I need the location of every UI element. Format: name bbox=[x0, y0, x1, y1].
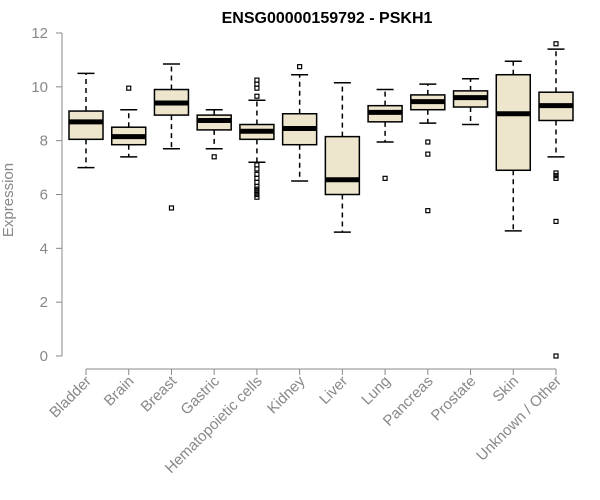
outlier-point bbox=[553, 170, 559, 176]
box-group bbox=[110, 85, 147, 158]
y-axis-label: Expression bbox=[0, 163, 17, 237]
box bbox=[324, 135, 361, 196]
outlier-point bbox=[211, 154, 217, 160]
category-label: Brain bbox=[101, 373, 138, 410]
y-tick-label: 12 bbox=[31, 25, 48, 42]
axes: 0 2 4 6 8 10 12 bbox=[31, 25, 557, 375]
outlier-point bbox=[168, 205, 175, 211]
outlier-point bbox=[297, 64, 303, 70]
outlier-point bbox=[425, 208, 431, 214]
category-label: Lung bbox=[358, 373, 394, 409]
box-group bbox=[239, 77, 275, 200]
outlier-point bbox=[553, 41, 559, 47]
box-group bbox=[324, 82, 361, 233]
outlier-point bbox=[126, 85, 132, 91]
outlier-point bbox=[553, 353, 559, 359]
outlier-point bbox=[254, 81, 260, 87]
outlier-point bbox=[254, 77, 260, 83]
category-label: Bladder bbox=[46, 373, 95, 422]
outlier-point bbox=[254, 189, 260, 195]
box bbox=[495, 73, 532, 172]
outlier-point bbox=[553, 218, 559, 225]
box-group bbox=[196, 108, 232, 160]
chart-title: ENSG00000159792 - PSKH1 bbox=[222, 10, 433, 27]
box-group bbox=[281, 64, 318, 182]
category-label: Breast bbox=[138, 372, 181, 415]
boxes bbox=[68, 41, 574, 359]
outlier-point bbox=[254, 191, 260, 198]
outlier-point bbox=[382, 175, 388, 181]
category-label: Skin bbox=[489, 373, 522, 406]
box-group bbox=[495, 60, 532, 232]
category-label: Prostate bbox=[428, 373, 480, 425]
y-tick-label: 0 bbox=[40, 348, 48, 365]
box-group bbox=[367, 88, 403, 181]
box-group bbox=[410, 83, 446, 214]
outlier-point bbox=[425, 139, 431, 145]
outlier-point bbox=[254, 183, 260, 190]
y-tick-label: 4 bbox=[40, 240, 48, 257]
outlier-point bbox=[254, 93, 260, 99]
outlier-point bbox=[254, 179, 260, 185]
outlier-point bbox=[553, 173, 559, 179]
category-label: Kidney bbox=[264, 372, 309, 417]
outlier-point bbox=[254, 162, 260, 168]
y-tick-label: 6 bbox=[40, 187, 48, 204]
box-group bbox=[452, 78, 489, 126]
box bbox=[68, 110, 104, 141]
outlier-point bbox=[425, 151, 431, 157]
outlier-point bbox=[553, 175, 559, 181]
outlier-point bbox=[254, 175, 260, 181]
box-group bbox=[68, 72, 104, 169]
outlier-point bbox=[254, 166, 260, 172]
outlier-point bbox=[254, 171, 260, 177]
category-label: Liver bbox=[316, 373, 351, 408]
y-tick-label: 10 bbox=[31, 79, 48, 96]
box-group bbox=[153, 63, 190, 211]
y-tick-label: 2 bbox=[40, 294, 48, 311]
outlier-point bbox=[254, 85, 260, 91]
outlier-point bbox=[254, 194, 260, 200]
y-tick-label: 8 bbox=[40, 133, 48, 150]
outlier-point bbox=[254, 186, 260, 192]
box-group bbox=[538, 41, 574, 359]
